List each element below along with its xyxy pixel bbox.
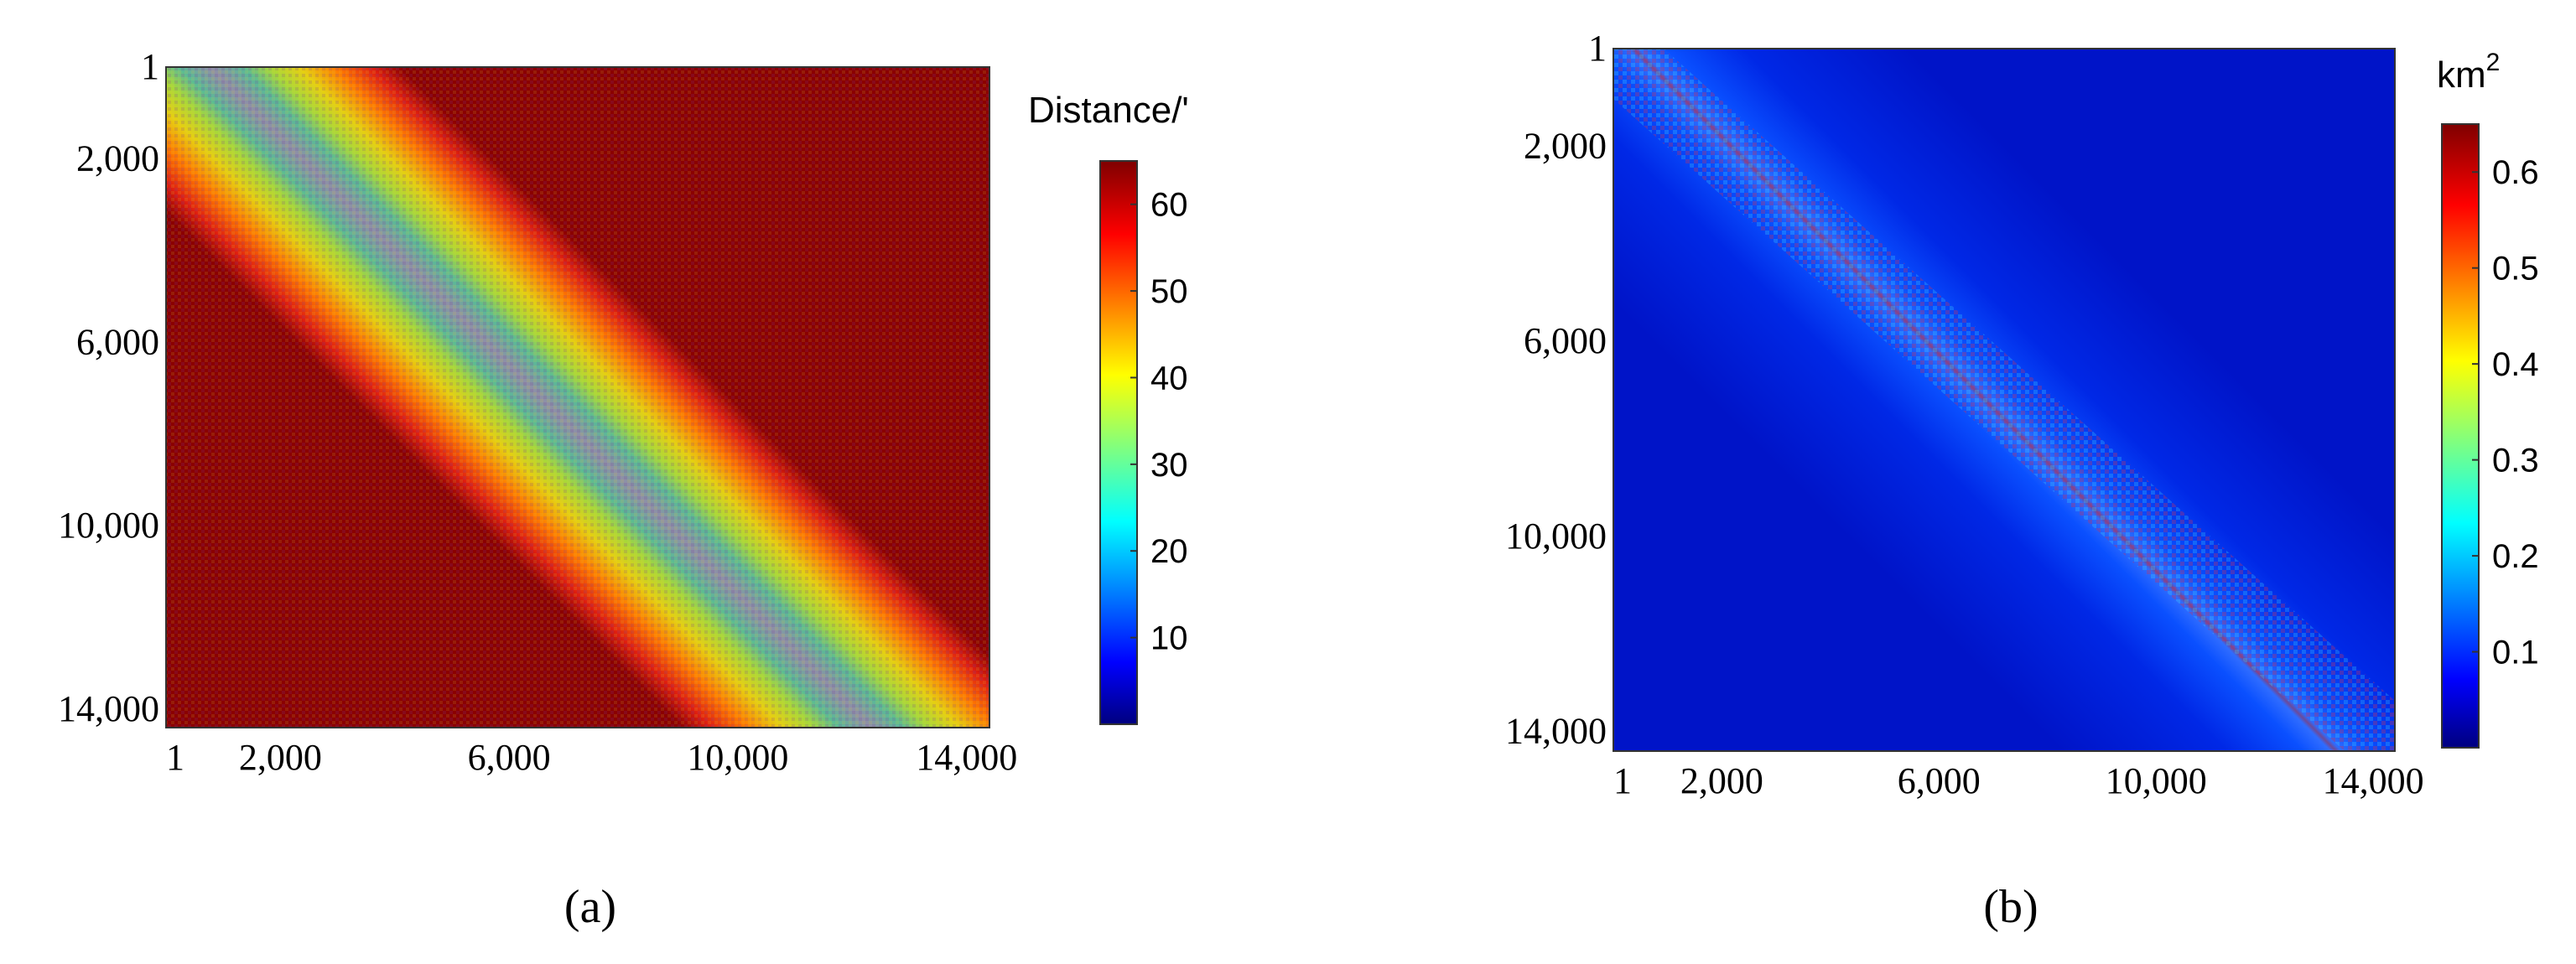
colorbar-tick-label-b: 0.5 bbox=[2492, 251, 2539, 288]
x-tick-label-a: 6,000 bbox=[468, 737, 551, 778]
colorbar-tick-label-a: 20 bbox=[1150, 533, 1188, 570]
y-axis-b: 1 2,000 6,000 10,000 14,000 bbox=[1505, 28, 1607, 752]
x-tick-label-b: 1 bbox=[1613, 760, 1632, 801]
colorbar-b-label: km2 bbox=[2437, 49, 2500, 96]
colorbar-tick-label-a: 50 bbox=[1150, 273, 1188, 310]
heatmap-a-texture bbox=[166, 67, 989, 728]
x-axis-a: 1 2,000 6,000 10,000 14,000 bbox=[166, 737, 1017, 778]
y-tick-label-a: 14,000 bbox=[58, 688, 159, 729]
colorbar-a bbox=[1099, 160, 1138, 725]
y-axis-a: 1 2,000 6,000 10,000 14,000 bbox=[58, 46, 159, 729]
y-tick-label-b: 1 bbox=[1588, 28, 1607, 69]
panel-b: 1 2,000 6,000 10,000 14,000 1 2,000 6,000 10,00… bbox=[1505, 28, 2539, 933]
colorbar-b-label-base: km bbox=[2437, 54, 2486, 96]
colorbar-a-ticks: 10 20 30 40 50 60 bbox=[1130, 187, 1188, 657]
x-tick-label-a: 10,000 bbox=[687, 737, 788, 778]
colorbar-tick-label-a: 40 bbox=[1150, 360, 1188, 396]
x-tick-label-b: 10,000 bbox=[2106, 760, 2207, 801]
y-tick-label-b: 6,000 bbox=[1524, 320, 1607, 361]
heatmap-b bbox=[1613, 49, 2395, 751]
colorbar-tick-label-a: 10 bbox=[1150, 620, 1188, 657]
colorbar-b bbox=[2441, 123, 2480, 749]
colorbar-tick-label-b: 0.3 bbox=[2492, 443, 2539, 479]
y-tick-label-b: 10,000 bbox=[1505, 516, 1607, 557]
colorbar-tick-label-b: 0.1 bbox=[2492, 635, 2539, 671]
y-tick-label-b: 2,000 bbox=[1524, 125, 1607, 166]
x-tick-label-b: 2,000 bbox=[1680, 760, 1763, 801]
colorbar-tick-label-a: 30 bbox=[1150, 447, 1188, 484]
y-tick-label-a: 1 bbox=[141, 46, 159, 87]
x-axis-b: 1 2,000 6,000 10,000 14,000 bbox=[1613, 760, 2424, 801]
colorbar-tick-label-b: 0.2 bbox=[2492, 538, 2539, 575]
colorbar-b-ticks: 0.1 0.2 0.3 0.4 0.5 0.6 bbox=[2472, 154, 2539, 671]
colorbar-b-label-superscript: 2 bbox=[2486, 49, 2501, 76]
y-tick-label-a: 10,000 bbox=[58, 505, 159, 546]
x-tick-label-a: 1 bbox=[166, 737, 184, 778]
x-tick-label-a: 2,000 bbox=[239, 737, 322, 778]
x-tick-label-a: 14,000 bbox=[916, 737, 1017, 778]
panel-label-a: (a) bbox=[564, 881, 616, 933]
heatmap-b-frame bbox=[1613, 48, 2396, 752]
panel-a: 1 2,000 6,000 10,000 14,000 1 2,000 6,000 10,00… bbox=[58, 46, 1189, 933]
panel-label-b: (b) bbox=[1983, 881, 2038, 933]
y-tick-label-a: 2,000 bbox=[76, 137, 159, 179]
y-tick-label-b: 14,000 bbox=[1505, 711, 1607, 752]
colorbar-a-label: Distance/' bbox=[1028, 90, 1189, 131]
x-tick-label-b: 6,000 bbox=[1898, 760, 1981, 801]
colorbar-tick-label-b: 0.6 bbox=[2492, 154, 2539, 191]
colorbar-tick-label-b: 0.4 bbox=[2492, 346, 2539, 383]
y-tick-label-a: 6,000 bbox=[76, 321, 159, 362]
heatmap-a-frame bbox=[165, 66, 990, 728]
colorbar-tick-label-a: 60 bbox=[1150, 187, 1188, 224]
heatmap-a bbox=[166, 67, 989, 728]
x-tick-label-b: 14,000 bbox=[2323, 760, 2424, 801]
